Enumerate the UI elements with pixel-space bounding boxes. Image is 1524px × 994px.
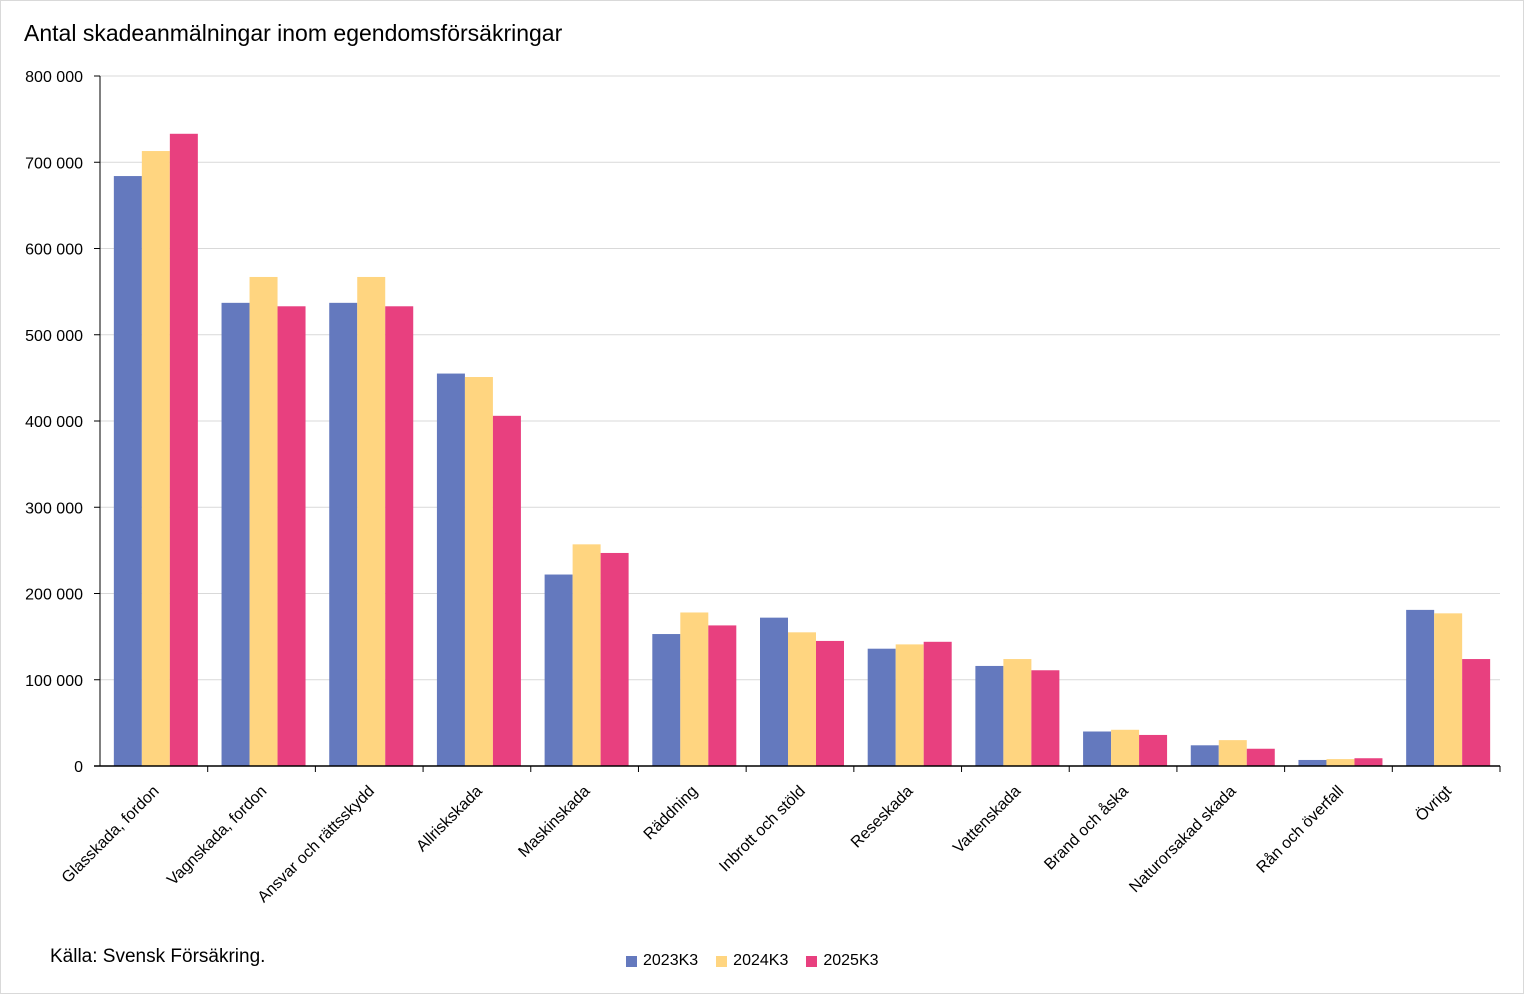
- bar: [1218, 740, 1247, 766]
- x-tick-label: Brand och åska: [1041, 782, 1132, 873]
- bar: [464, 377, 493, 766]
- x-tick-label: Vattenskada: [950, 783, 1024, 857]
- bar: [492, 415, 521, 766]
- legend-label-2025: 2025K3: [823, 952, 879, 969]
- chart-title: Antal skadeanmälningar inom egendomsförs…: [24, 20, 563, 46]
- x-tick-label: Naturorsakad skada: [1126, 783, 1239, 896]
- y-tick-label: 300 000: [25, 500, 83, 517]
- bar: [1190, 745, 1219, 766]
- bar: [1326, 759, 1355, 766]
- x-tick-label: Rån och överfall: [1253, 782, 1347, 876]
- bar: [329, 302, 358, 766]
- bar: [1354, 758, 1383, 766]
- legend-item-2025: 2025K3: [806, 952, 879, 970]
- legend-swatch-2024: [716, 955, 728, 967]
- bar: [652, 634, 681, 766]
- bar: [760, 617, 788, 766]
- legend-item-2024: 2024K3: [716, 952, 788, 970]
- bar: [1246, 748, 1275, 766]
- bar: [1139, 734, 1168, 766]
- bar: [572, 544, 601, 766]
- bar: [141, 151, 170, 767]
- bar: [169, 133, 198, 767]
- x-tick-label: Vagnskada, fordon: [164, 783, 270, 889]
- bar: [1083, 731, 1112, 766]
- legend: 2023K3 2024K3 2025K3: [626, 952, 879, 970]
- bar: [788, 632, 816, 766]
- bar: [1031, 670, 1060, 766]
- bar: [816, 640, 844, 766]
- y-tick-label: 200 000: [25, 587, 83, 604]
- bar: [708, 625, 737, 766]
- bar: [600, 552, 629, 766]
- x-tick-label: Maskinskada: [515, 783, 593, 861]
- bar: [544, 574, 573, 766]
- x-tick-label: Ansvar och rättsskydd: [255, 783, 378, 906]
- bar: [680, 612, 709, 766]
- y-tick-label: 800 000: [25, 69, 83, 86]
- legend-swatch-2025: [806, 955, 818, 967]
- x-tick-label: Allriskskada: [413, 783, 485, 855]
- bar: [895, 644, 924, 766]
- x-tick-label: Glasskada, fordon: [59, 783, 163, 887]
- bar: [221, 302, 250, 766]
- legend-swatch-2023: [626, 955, 637, 967]
- legend-label-2024: 2024K3: [733, 952, 789, 969]
- x-tick-label: Reseskada: [848, 783, 917, 852]
- bar: [975, 665, 1004, 766]
- y-tick-label: 400 000: [25, 414, 83, 431]
- x-tick-label: Övrigt: [1412, 782, 1455, 825]
- bar: [1406, 609, 1435, 766]
- bar: [1298, 759, 1327, 766]
- y-tick-label: 700 000: [25, 155, 83, 172]
- bar: [867, 648, 896, 766]
- y-tick-label: 0: [74, 759, 83, 776]
- y-tick-label: 600 000: [25, 242, 83, 259]
- x-tick-label: Inbrott och stöld: [716, 783, 809, 876]
- bar: [113, 176, 142, 767]
- bar: [357, 276, 386, 766]
- x-tick-label: Räddning: [641, 783, 701, 843]
- y-tick-label: 500 000: [25, 328, 83, 345]
- bar: [249, 276, 278, 766]
- bar: [385, 306, 414, 766]
- bar: [1003, 659, 1032, 766]
- legend-item-2023: 2023K3: [626, 952, 698, 970]
- bar: [436, 373, 465, 766]
- bar: [277, 306, 306, 766]
- source-note: Källa: Svensk Försäkring.: [50, 946, 266, 967]
- bar: [1111, 729, 1140, 766]
- bar: [923, 641, 952, 766]
- y-tick-label: 100 000: [25, 673, 83, 690]
- bar: [1462, 659, 1491, 766]
- legend-label-2023: 2023K3: [643, 952, 699, 969]
- bar: [1434, 613, 1463, 766]
